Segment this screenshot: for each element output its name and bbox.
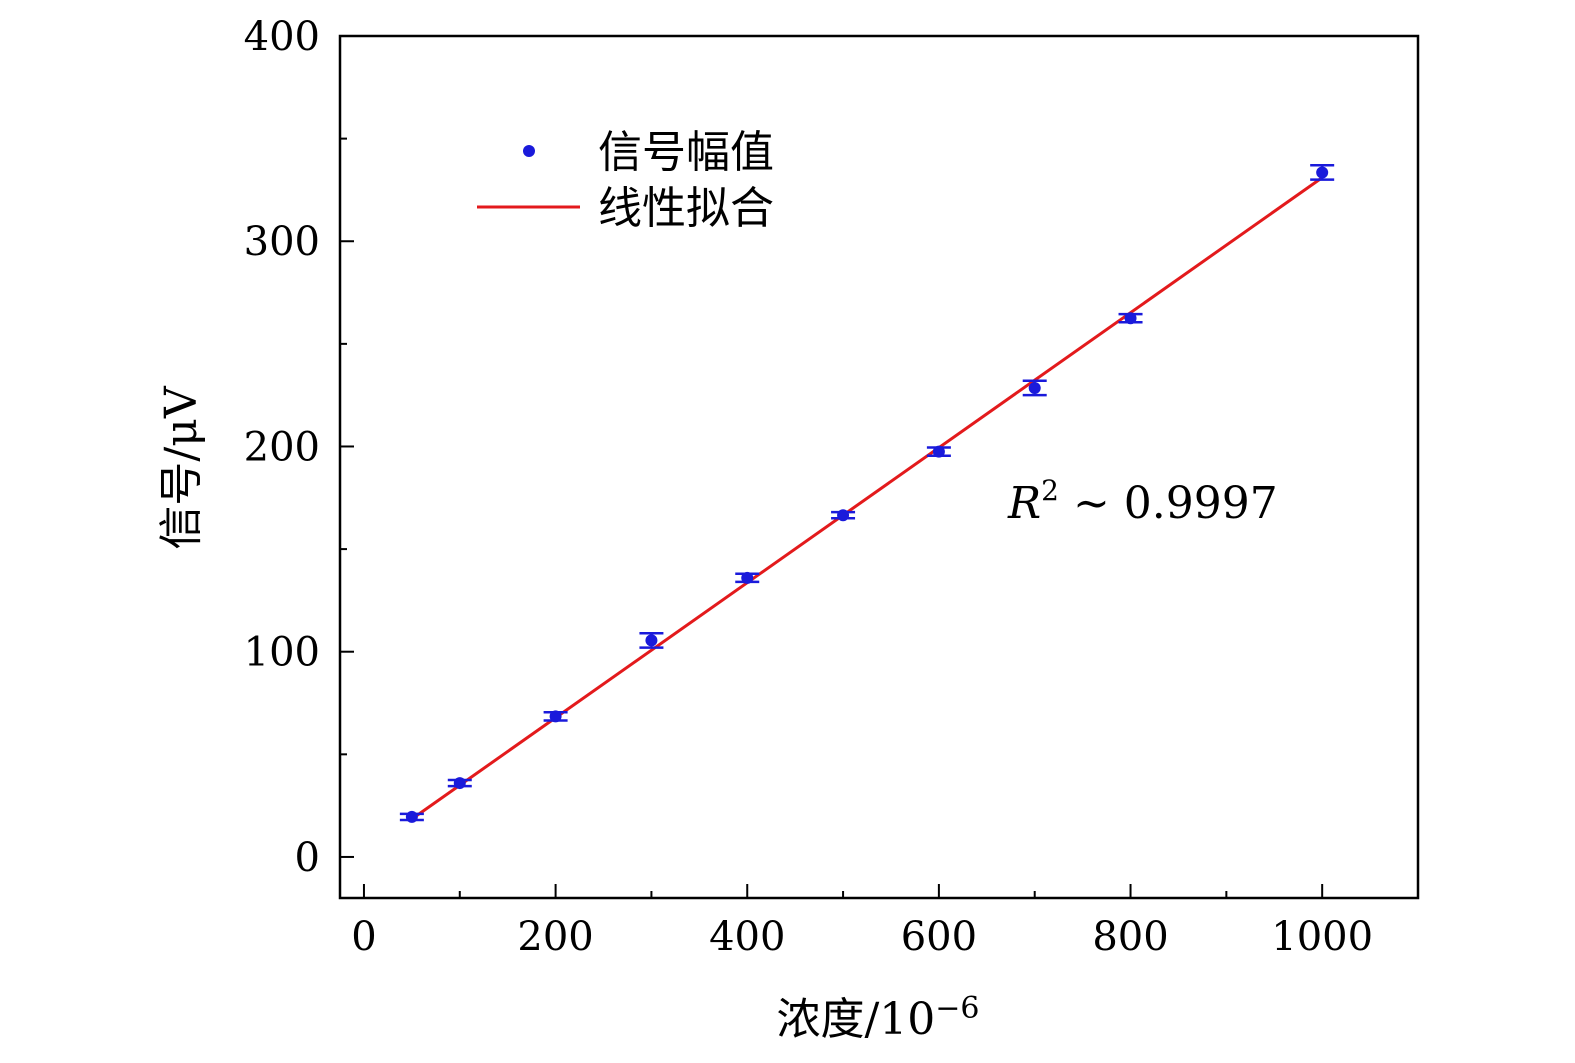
data-point: [837, 509, 850, 522]
r-superscript: 2: [1041, 474, 1059, 507]
r-squared-annotation: R2 ∼ 0.9997: [1007, 474, 1278, 529]
data-point: [932, 445, 945, 458]
x-axis-title-main: 浓度/10: [776, 994, 935, 1045]
y-tick-label: 400: [244, 14, 320, 60]
y-tick-label: 300: [244, 219, 320, 265]
data-point: [1316, 166, 1329, 179]
x-tick-label: 800: [1092, 914, 1168, 960]
x-tick-label: 400: [709, 914, 785, 960]
legend-marker-signal: [523, 145, 535, 157]
y-tick-label: 200: [244, 424, 320, 470]
legend-label-fit: 线性拟合: [598, 183, 774, 234]
points-layer: [399, 164, 1335, 823]
x-tick-label: 600: [901, 914, 977, 960]
y-tick-label: 100: [244, 630, 320, 676]
x-axis-title-exponent: −6: [935, 991, 979, 1026]
data-point: [405, 810, 418, 823]
r-value: ∼ 0.9997: [1059, 478, 1278, 529]
y-tick-label: 0: [295, 835, 320, 881]
data-point: [1028, 381, 1041, 394]
legend-label-signal: 信号幅值: [598, 127, 774, 178]
y-axis-title: 信号/μV: [156, 385, 207, 549]
data-point: [645, 634, 658, 647]
r-symbol: R: [1007, 478, 1041, 529]
data-point: [549, 710, 562, 723]
data-point: [1124, 312, 1137, 325]
x-tick-label: 0: [351, 914, 376, 960]
x-axis-title: 浓度/10−6: [776, 991, 979, 1045]
data-point: [453, 777, 466, 790]
legend: 信号幅值 线性拟合: [477, 127, 774, 234]
data-point: [741, 571, 754, 584]
x-tick-label: 200: [517, 914, 593, 960]
ticks-layer: 0 200 400 600 800 1000 0 100 200 300 400: [244, 14, 1419, 960]
x-tick-label: 1000: [1271, 914, 1373, 960]
plot-frame: [338, 34, 1420, 900]
